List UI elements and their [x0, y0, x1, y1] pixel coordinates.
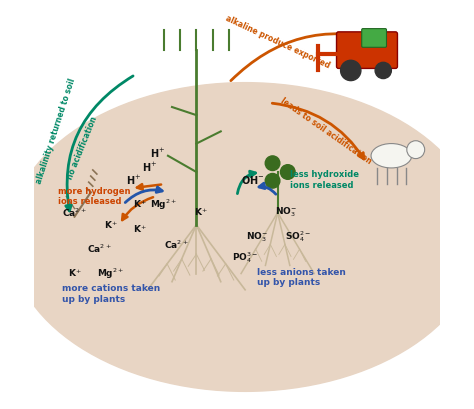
- Circle shape: [407, 141, 425, 159]
- Text: H$^{+}$: H$^{+}$: [126, 173, 141, 187]
- Text: H$^{+}$: H$^{+}$: [150, 147, 165, 160]
- Text: H$^{+}$: H$^{+}$: [142, 162, 157, 175]
- FancyBboxPatch shape: [337, 32, 398, 68]
- Text: less anions taken
up by plants: less anions taken up by plants: [257, 268, 346, 287]
- Text: OH$^{-}$: OH$^{-}$: [241, 174, 265, 186]
- Circle shape: [265, 156, 280, 171]
- Text: more hydrogen
ions released: more hydrogen ions released: [58, 187, 131, 206]
- Text: K$^{+}$: K$^{+}$: [104, 219, 118, 231]
- Text: no acidification: no acidification: [66, 115, 100, 180]
- Ellipse shape: [9, 83, 474, 391]
- Text: SO$_4^{2-}$: SO$_4^{2-}$: [285, 229, 311, 245]
- Circle shape: [341, 60, 361, 81]
- Text: NO$_3^{-}$: NO$_3^{-}$: [246, 230, 268, 244]
- Text: K$^{+}$: K$^{+}$: [68, 268, 82, 279]
- Text: Ca$^{2+}$: Ca$^{2+}$: [87, 243, 111, 255]
- Circle shape: [265, 173, 280, 188]
- Text: PO$_4^{3-}$: PO$_4^{3-}$: [232, 250, 258, 265]
- Text: K$^{+}$: K$^{+}$: [133, 199, 146, 210]
- Circle shape: [281, 165, 295, 179]
- Text: alkaline produce exported: alkaline produce exported: [224, 14, 331, 70]
- Text: less hydroxide
ions released: less hydroxide ions released: [290, 171, 359, 190]
- Text: Mg$^{2+}$: Mg$^{2+}$: [97, 266, 125, 281]
- Text: alkalinity returned to soil: alkalinity returned to soil: [35, 77, 78, 185]
- Text: Ca$^{2+}$: Ca$^{2+}$: [164, 239, 188, 251]
- Text: leads to soil acidification: leads to soil acidification: [279, 97, 374, 166]
- Ellipse shape: [371, 144, 412, 168]
- Text: K$^{+}$: K$^{+}$: [133, 223, 146, 235]
- Text: Mg$^{2+}$: Mg$^{2+}$: [150, 197, 178, 212]
- FancyBboxPatch shape: [362, 29, 386, 47]
- Text: more cations taken
up by plants: more cations taken up by plants: [62, 284, 161, 303]
- Text: K$^{+}$: K$^{+}$: [193, 207, 207, 218]
- Text: NO$_3^{-}$: NO$_3^{-}$: [275, 206, 297, 219]
- Text: Ca$^{2+}$: Ca$^{2+}$: [62, 207, 87, 219]
- Circle shape: [375, 62, 392, 79]
